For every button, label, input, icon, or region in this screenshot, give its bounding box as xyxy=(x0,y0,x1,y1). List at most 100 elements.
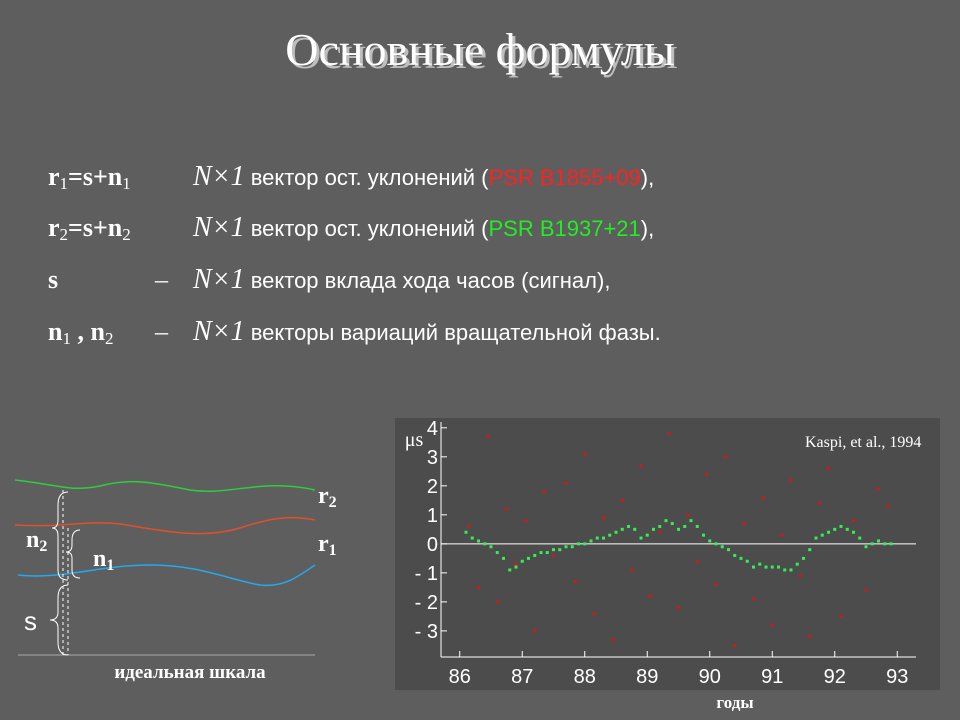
point xyxy=(877,487,880,491)
label-n1: n1 xyxy=(93,546,114,574)
point xyxy=(720,545,724,549)
point xyxy=(630,568,634,572)
point xyxy=(808,548,812,552)
symbol: r xyxy=(48,213,60,242)
point xyxy=(514,565,518,569)
point xyxy=(689,519,693,523)
description: вектор ост. уклонений ( xyxy=(245,216,490,241)
curve-r1 xyxy=(14,516,316,535)
y-tick-label: 2 xyxy=(427,476,438,498)
point xyxy=(523,519,527,523)
point xyxy=(723,455,727,459)
point xyxy=(889,542,893,546)
symbol: s xyxy=(48,265,58,294)
point xyxy=(658,530,662,534)
label-r2: r2 xyxy=(318,483,337,511)
point xyxy=(645,533,649,537)
subscript: 1 xyxy=(60,174,69,193)
description-end: ), xyxy=(641,216,654,241)
point xyxy=(870,542,874,546)
point xyxy=(708,539,712,543)
baseline-label: идеальная шкала xyxy=(114,662,266,683)
point xyxy=(864,588,868,592)
point xyxy=(789,568,793,572)
y-tick-label: 0 xyxy=(427,534,438,556)
label-s: s xyxy=(24,606,37,636)
point xyxy=(595,536,599,540)
y-tick-label: - 3 xyxy=(415,621,438,643)
point xyxy=(727,548,730,552)
point xyxy=(686,513,690,517)
point xyxy=(658,524,662,528)
label-sub: 1 xyxy=(106,557,114,574)
symbol: , n xyxy=(71,317,106,346)
point xyxy=(795,562,799,566)
pulsar-name: PSR B1855+09 xyxy=(489,165,641,190)
point xyxy=(770,565,774,569)
formula-rhs: N×1 вектор ост. уклонений (PSR B1937+21)… xyxy=(192,212,654,243)
formula-rhs: N×1 векторы вариаций вращательной фазы. xyxy=(192,316,661,347)
y-tick-label: 1 xyxy=(427,505,438,527)
point xyxy=(770,623,774,627)
subscript: 2 xyxy=(105,329,114,348)
diagram xyxy=(14,479,316,656)
point xyxy=(589,539,593,543)
symbol: r xyxy=(48,162,60,191)
point xyxy=(677,606,680,610)
point xyxy=(667,432,671,436)
subscript: 1 xyxy=(122,174,131,193)
point xyxy=(620,527,624,531)
label-sub: 2 xyxy=(39,538,47,555)
point xyxy=(583,542,587,546)
point xyxy=(814,536,818,540)
point xyxy=(839,524,843,528)
label-sub: 1 xyxy=(329,542,337,559)
point xyxy=(652,527,655,531)
point xyxy=(573,580,577,584)
point xyxy=(852,519,855,523)
point xyxy=(877,539,880,543)
y-axis-label: μs xyxy=(405,429,424,451)
label: r xyxy=(318,483,329,509)
point xyxy=(745,559,749,563)
point xyxy=(789,478,793,482)
point xyxy=(639,536,643,540)
point xyxy=(520,559,524,563)
y-tick-label: - 1 xyxy=(415,563,438,585)
label: n xyxy=(93,546,106,572)
y-tick-label: - 2 xyxy=(415,592,438,614)
point xyxy=(864,545,868,549)
x-tick-label: 92 xyxy=(824,666,846,688)
formula-lhs: r2=s+n2 xyxy=(48,213,131,244)
point xyxy=(752,597,755,601)
point xyxy=(664,519,668,523)
point xyxy=(777,565,780,569)
dimension: N×1 xyxy=(192,316,245,347)
point xyxy=(533,629,537,633)
point xyxy=(639,464,643,468)
point xyxy=(614,530,618,534)
point xyxy=(758,562,762,566)
subscript: 1 xyxy=(62,329,71,348)
label-r1: r1 xyxy=(318,531,337,559)
title: Основные формулы xyxy=(285,24,674,75)
point xyxy=(577,542,580,546)
point xyxy=(839,614,843,618)
point xyxy=(761,495,765,499)
point xyxy=(564,545,568,549)
symbol: =s+n xyxy=(68,213,123,242)
point xyxy=(502,556,505,560)
point xyxy=(592,611,596,615)
dimension: N×1 xyxy=(192,212,245,243)
point xyxy=(858,536,862,540)
point xyxy=(695,559,699,563)
formula-rhs: N×1 вектор ост. уклонений (PSR B1855+09)… xyxy=(192,161,654,192)
formula-rhs: N×1 вектор вклада хода часов (сигнал), xyxy=(192,264,610,295)
dash: – xyxy=(154,317,169,346)
chart-panel xyxy=(395,418,940,690)
point xyxy=(827,530,830,534)
brace-n1 xyxy=(65,529,81,579)
point xyxy=(627,524,630,528)
point xyxy=(820,533,824,537)
